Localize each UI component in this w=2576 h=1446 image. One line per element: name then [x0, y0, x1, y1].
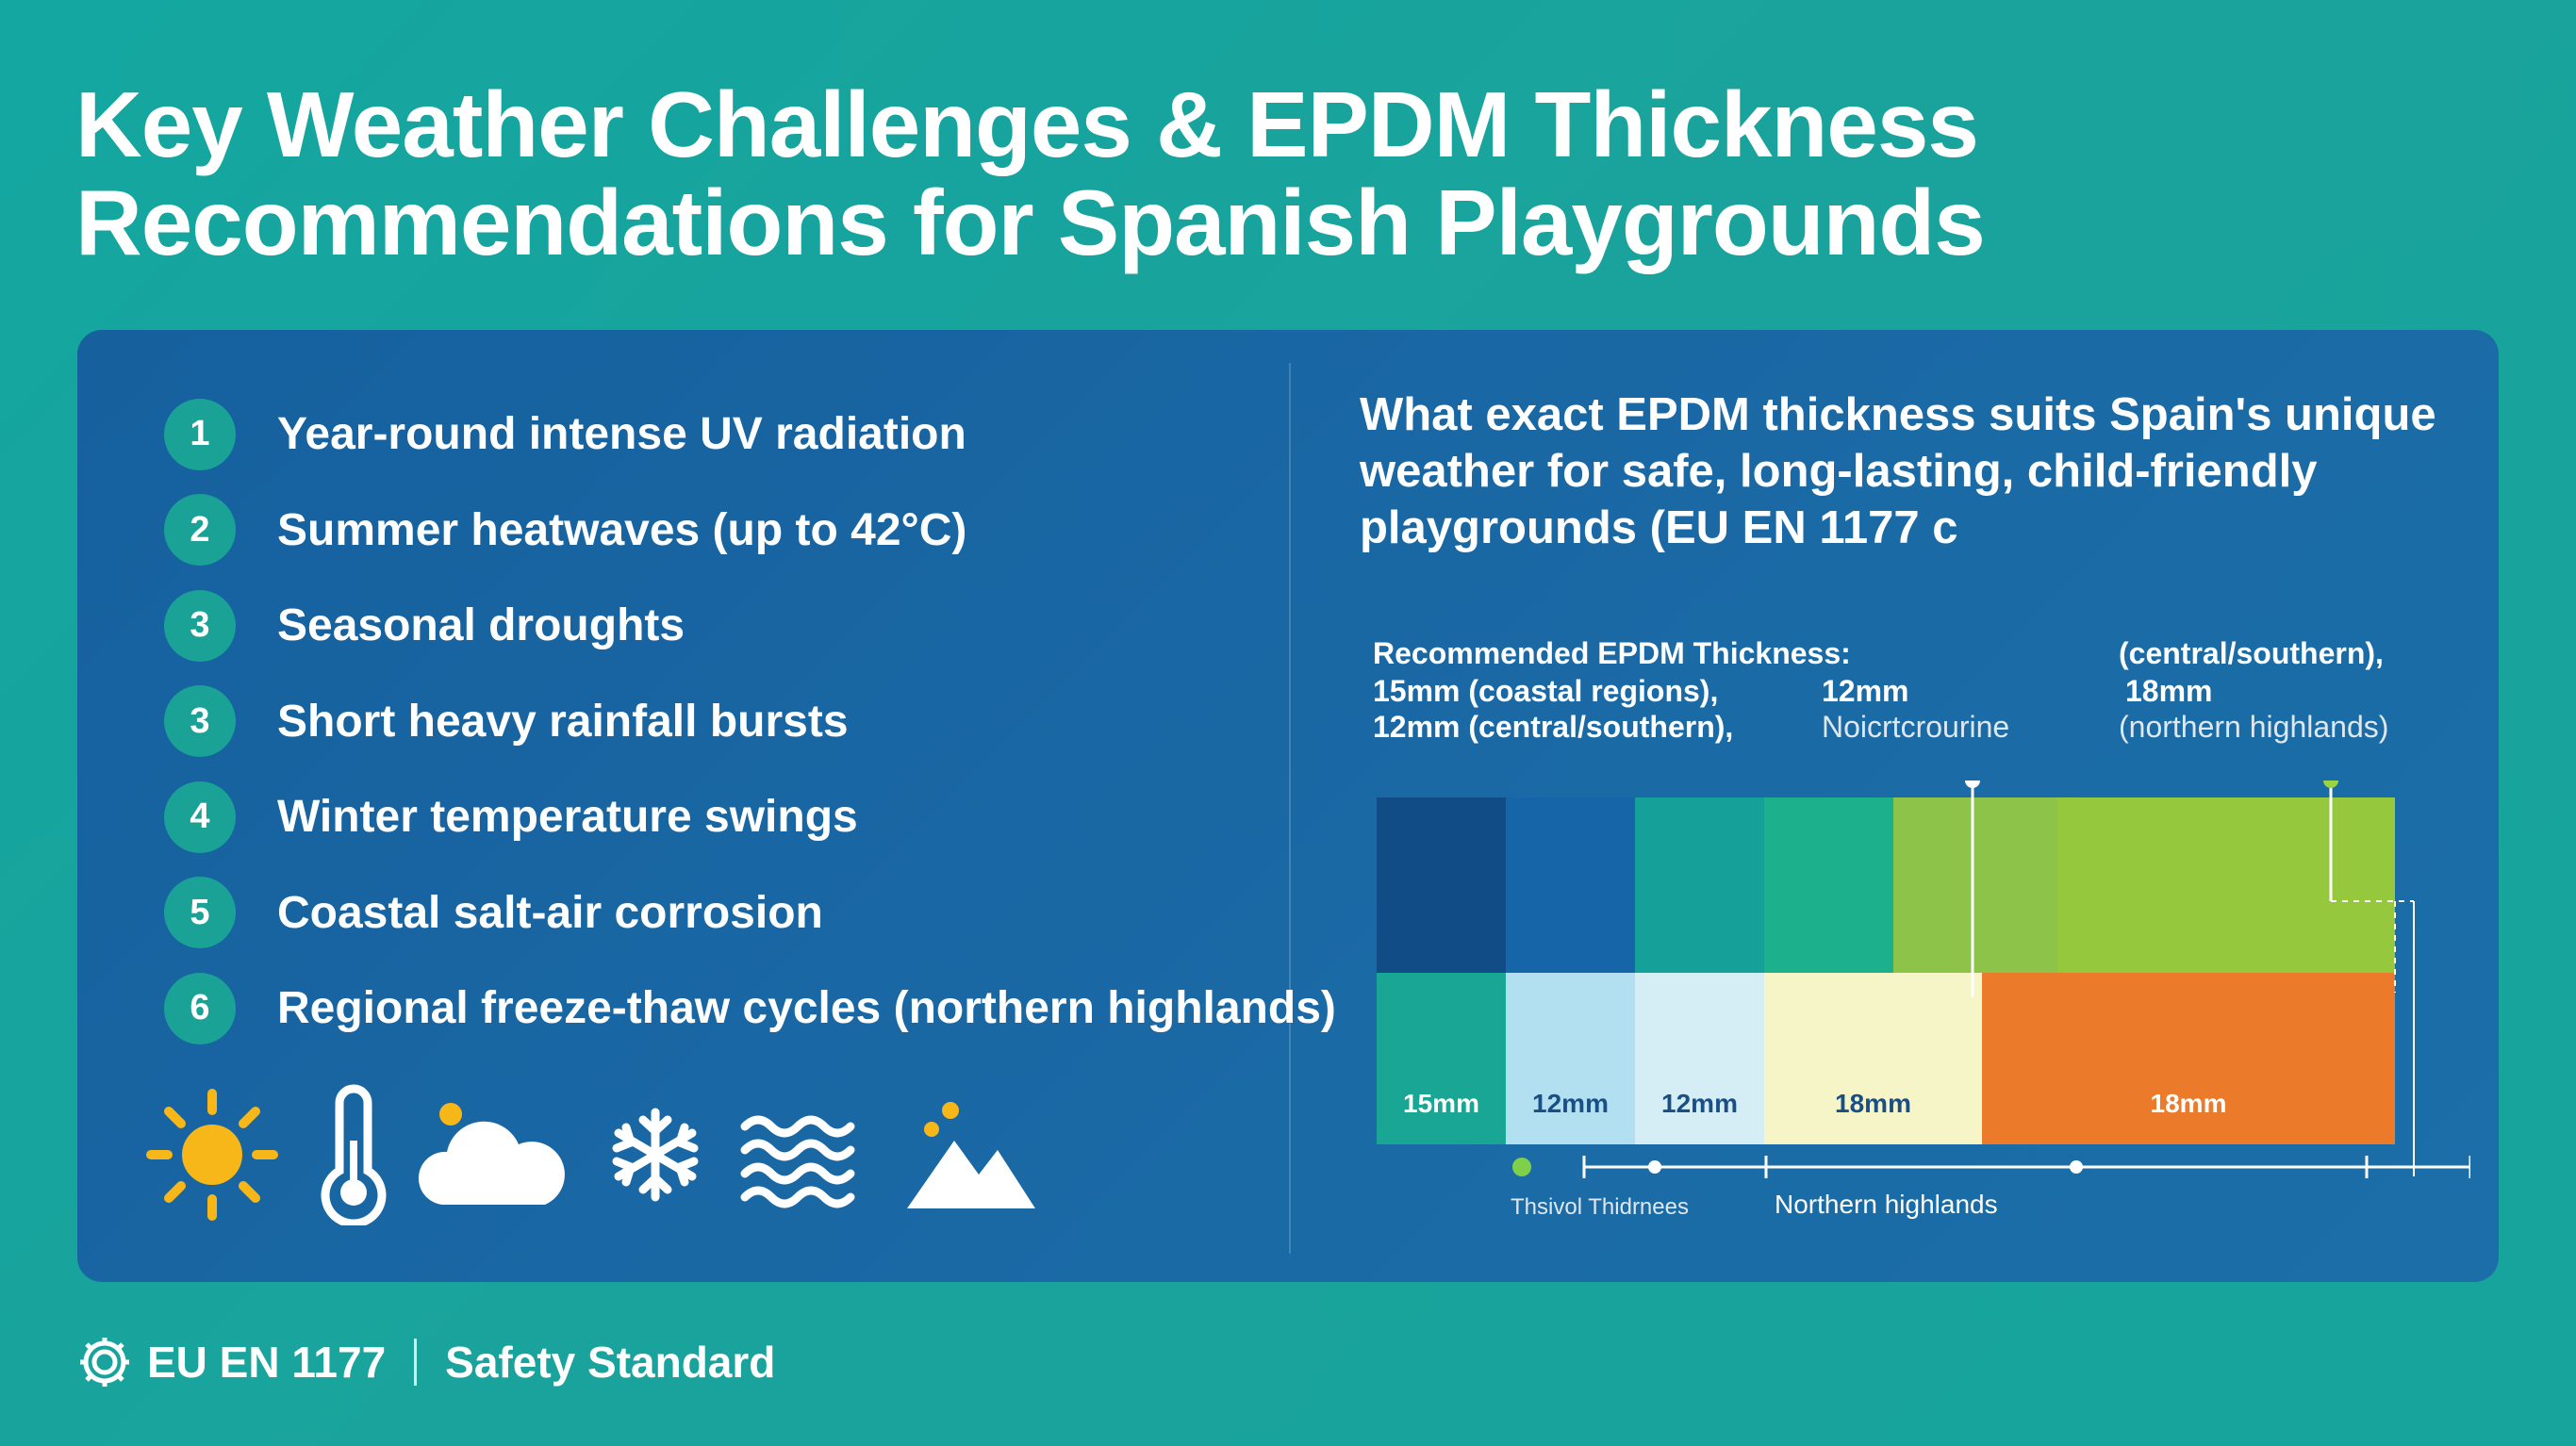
marker-dot-right [2323, 781, 2338, 788]
chart-annotations [1965, 781, 2415, 1176]
footer-standard: EU EN 1177 [147, 1338, 387, 1387]
footer-separator [414, 1339, 418, 1386]
list-item: 3 Short heavy rainfall bursts [164, 674, 1336, 770]
challenge-text: Regional freeze-thaw cycles (northern hi… [277, 983, 1336, 1034]
chart-value-label: 18mm [1835, 1089, 1911, 1118]
thermometer-icon [321, 1084, 387, 1225]
footer-label: Safety Standard [445, 1338, 776, 1387]
challenge-text: Summer heatwaves (up to 42°C) [277, 504, 967, 555]
chart-value-label: 15mm [1403, 1089, 1479, 1118]
list-item: 3 Seasonal droughts [164, 578, 1336, 674]
chart-heading: Recommended EPDM Thickness: [1373, 636, 1851, 670]
footer: EU EN 1177 Safety Standard [75, 1334, 775, 1390]
chart-value-label: 12mm [1532, 1089, 1609, 1118]
weather-icons [141, 1084, 1141, 1235]
number-badge: 6 [164, 972, 236, 1044]
number-badge: 1 [164, 398, 236, 470]
number-badge: 2 [164, 494, 236, 567]
chart-bar: 15mm [1377, 973, 1506, 1144]
number-badge: 3 [164, 685, 236, 758]
chart-value-label: 18mm [2151, 1089, 2227, 1118]
page-title: Key Weather Challenges & EPDM Thickness … [75, 75, 2244, 271]
challenge-text: Seasonal droughts [277, 600, 685, 651]
axis-label-left: Thsivol Thidrnees [1511, 1194, 1689, 1220]
list-item: 4 Winter temperature swings [164, 769, 1336, 865]
chart-label-left-2: 12mm (central/southern), [1373, 710, 1734, 744]
chart-axis [1512, 1156, 2470, 1178]
question-text: What exact EPDM thickness suits Spain's … [1360, 389, 2436, 553]
axis-dot [1512, 1158, 1531, 1176]
chart-bar: 18mm [1764, 973, 1982, 1144]
challenge-text: Short heavy rainfall bursts [277, 696, 849, 747]
chart-label-mid-2: Noicrtcrourine [1822, 710, 2010, 744]
chart-label-right-2: 18mm [2125, 674, 2213, 708]
cloud-icon [418, 1103, 565, 1205]
gear-icon [80, 1338, 129, 1387]
chart-value-label: 12mm [1661, 1089, 1738, 1118]
chart-label-right-1: (central/southern), [2119, 636, 2384, 670]
chart-band [1635, 797, 1764, 973]
number-badge: 3 [164, 589, 236, 662]
chart-bar: 18mm [1982, 973, 2395, 1144]
chart-bottom-row: 15mm 12mm 12mm 18mm 18mm [1377, 973, 2395, 1144]
chart-bar: 12mm [1506, 973, 1635, 1144]
list-item: 6 Regional freeze-thaw cycles (northern … [164, 961, 1336, 1057]
mountain-icon [907, 1102, 1035, 1208]
challenge-text: Winter temperature swings [277, 792, 858, 843]
chart-bar: 12mm [1635, 973, 1764, 1144]
chart-label-left-1: 15mm (coastal regions), [1373, 674, 1719, 708]
challenge-text: Coastal salt-air corrosion [277, 887, 823, 938]
list-item: 5 Coastal salt-air corrosion [164, 865, 1336, 961]
challenge-list: 1 Year-round intense UV radiation 2 Summ… [164, 386, 1336, 1057]
snowflake-icon [612, 1108, 699, 1202]
chart-band [1377, 797, 1506, 973]
chart-label-mid-1: 12mm [1822, 674, 1909, 708]
title-line-2: Recommendations for Spanish Playgrounds [75, 171, 1986, 274]
info-panel: 1 Year-round intense UV radiation 2 Summ… [77, 330, 2499, 1282]
chart-band [1893, 797, 2057, 973]
thickness-chart: 15mm 12mm 12mm 18mm 18mm [1377, 781, 2470, 1178]
list-item: 2 Summer heatwaves (up to 42°C) [164, 483, 1336, 579]
title-line-1: Key Weather Challenges & EPDM Thickness [75, 73, 1979, 176]
chart-band [1506, 797, 1635, 973]
panel-divider [1289, 363, 1291, 1254]
marker-dot-mid [1965, 781, 1980, 788]
chart-band [2057, 797, 2395, 973]
sun-icon [146, 1089, 278, 1221]
chart-label-right-3: (northern highlands) [2119, 710, 2389, 744]
chart-band [1764, 797, 1893, 973]
list-item: 1 Year-round intense UV radiation [164, 386, 1336, 483]
waves-icon [740, 1115, 855, 1208]
number-badge: 5 [164, 877, 236, 949]
chart-top-row [1377, 797, 2395, 973]
number-badge: 4 [164, 781, 236, 853]
axis-label-right: Northern highlands [1775, 1190, 1998, 1219]
challenge-text: Year-round intense UV radiation [277, 409, 966, 460]
